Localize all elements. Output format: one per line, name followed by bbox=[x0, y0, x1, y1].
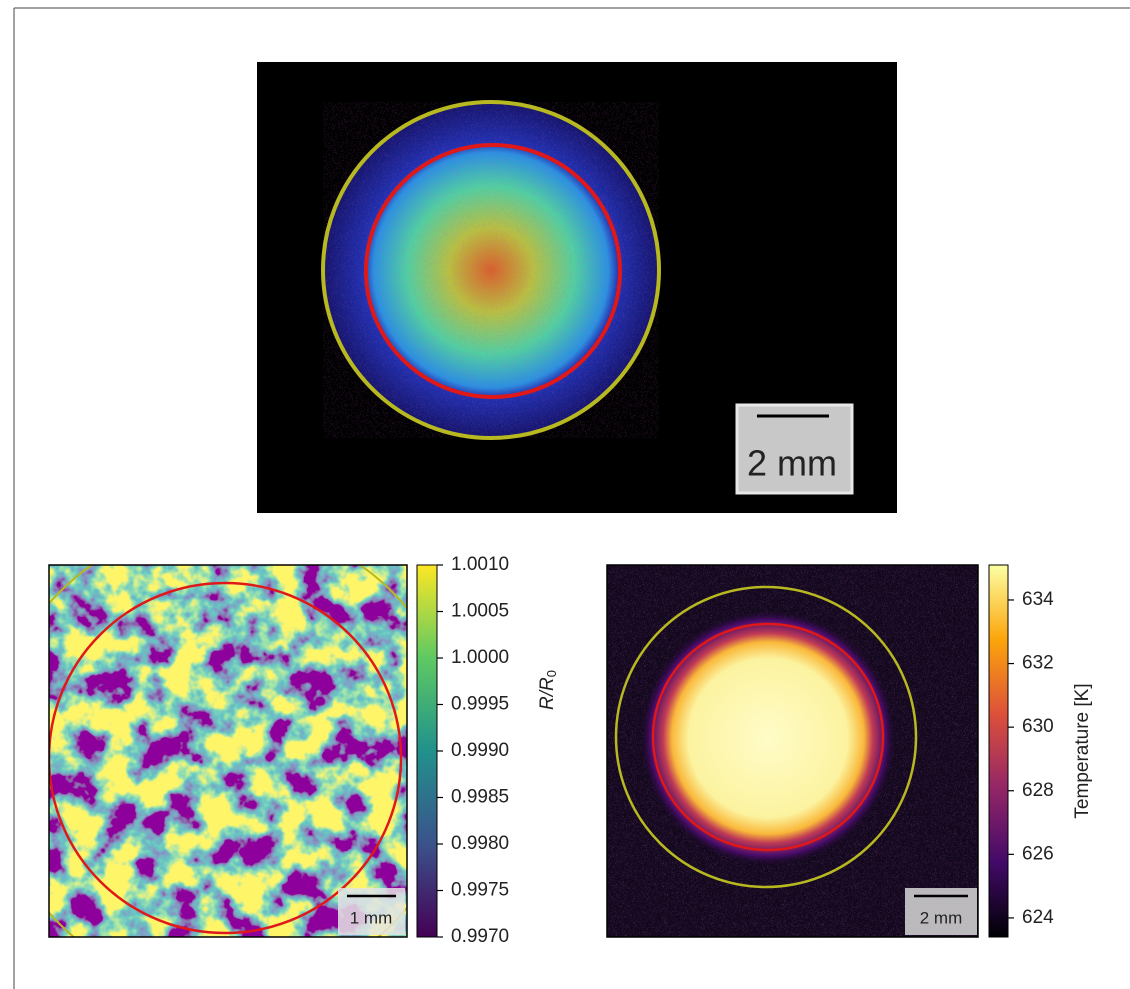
label-text: R/R bbox=[537, 677, 558, 710]
colorbar bbox=[989, 565, 1008, 937]
tick-label: 630 bbox=[1022, 716, 1054, 737]
colorbar bbox=[417, 565, 437, 937]
tick-label: 0.9975 bbox=[451, 880, 509, 901]
tick-label: 634 bbox=[1022, 589, 1054, 610]
scale-label: 2 mm bbox=[920, 908, 963, 927]
tick-label: 632 bbox=[1022, 653, 1054, 674]
tick-label: 0.9970 bbox=[451, 926, 509, 947]
tick-label: 1.0005 bbox=[451, 601, 509, 622]
colorbar-label: Temperature [K] bbox=[1072, 683, 1093, 818]
tick-label: 624 bbox=[1022, 907, 1054, 928]
figure: 2 mm 1 mm R/R0 2 mm Temperature [K] 1.00… bbox=[0, 0, 1130, 989]
tick-label: 1.0010 bbox=[451, 554, 509, 575]
hot-spot bbox=[640, 610, 896, 866]
tick-label: 0.9985 bbox=[451, 787, 509, 808]
scale-label: 2 mm bbox=[747, 443, 837, 484]
tick-label: 0.9980 bbox=[451, 833, 509, 854]
heatmap-image bbox=[49, 565, 407, 937]
tick-label: 626 bbox=[1022, 843, 1054, 864]
colorbar-label: R/R0 bbox=[537, 670, 559, 710]
tick-label: 0.9990 bbox=[451, 740, 509, 761]
tick-label: 628 bbox=[1022, 780, 1054, 801]
right-heatmap: 2 mm Temperature [K] bbox=[607, 565, 1093, 937]
tick-label: 1.0000 bbox=[451, 647, 509, 668]
scale-label: 1 mm bbox=[350, 908, 393, 927]
top-image: 2 mm bbox=[257, 62, 897, 513]
label-subscript: 0 bbox=[544, 670, 559, 677]
tick-label: 0.9995 bbox=[451, 694, 509, 715]
